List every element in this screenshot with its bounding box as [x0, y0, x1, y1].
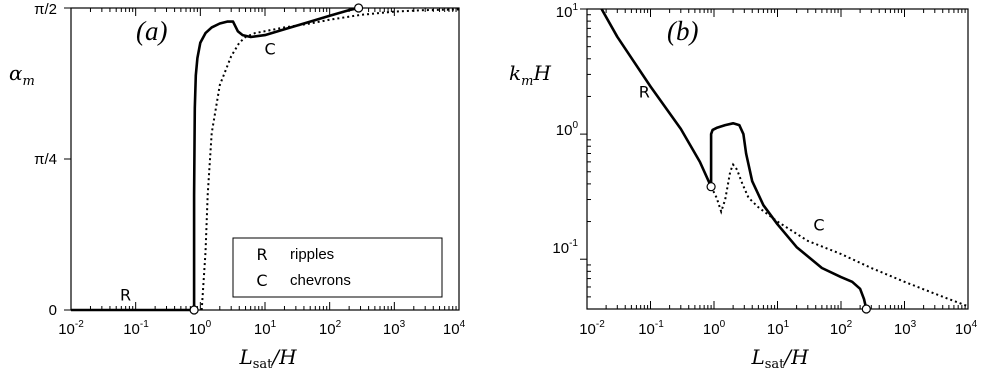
panel-a-xtick-label: 100	[189, 319, 212, 338]
panel-a-ripples-tag: R	[120, 286, 131, 305]
panel-b-ytick-marks	[580, 8, 591, 310]
panel-b-chevrons-curve	[710, 162, 969, 308]
panel-a-ytick-labels: 0 π/4 π/2	[34, 1, 57, 319]
panel-a-xtick-marks	[70, 8, 460, 310]
panel-a-ytick-marks	[64, 7, 71, 311]
legend-ripples-label: ripples	[290, 246, 334, 263]
panel-a-xtick-label: 103	[383, 319, 406, 338]
panel-a-chevrons-tag: C	[265, 40, 276, 59]
panel-b-ripples-curve	[600, 8, 868, 310]
panel-a-xtick-label: 101	[254, 319, 277, 338]
panel-a-ripples-curve	[71, 6, 359, 312]
panel-b-ytick-label: 10-1	[552, 238, 578, 257]
panel-b-frame	[586, 8, 969, 310]
panel-b-xtick-label: 10-1	[638, 319, 664, 338]
panel-b-xtick-label: 104	[955, 319, 978, 338]
panel-b-endpoint-marker	[861, 304, 871, 314]
panel-b-xtick-label: 10-2	[579, 319, 605, 338]
panel-b-xtick-label: 103	[894, 319, 917, 338]
panel-b-ytick-label: 101	[556, 2, 579, 21]
panel-a-xtick-label: 104	[443, 319, 466, 338]
panel-b-transition-marker	[706, 182, 716, 192]
legend-chevrons-label: chevrons	[290, 272, 351, 289]
panel-a-x-axis-label: Lsat/H	[238, 345, 297, 372]
panel-b-y-axis-label: kmH	[509, 61, 551, 89]
panel-a-ytick-label: 0	[49, 302, 57, 319]
panel-b-xtick-marks	[586, 9, 969, 309]
panel-a: 0 π/4 π/2 10-2 10-1 100 101 102 103 104 …	[9, 1, 466, 372]
panel-b-chevrons-tag: C	[813, 215, 824, 234]
panel-b-ytick-label: 100	[556, 120, 579, 139]
panel-b-xtick-label: 100	[703, 319, 726, 338]
legend-ripples-symbol: R	[256, 245, 267, 264]
panel-a-transition-marker	[189, 305, 199, 315]
panel-a-y-axis-label: αm	[9, 61, 35, 89]
panel-a-xtick-label: 10-2	[58, 319, 84, 338]
panel-b: 10-1 100 101 10-2 10-1 100 101 102 103 1…	[509, 2, 978, 372]
panel-b-ripples-tag: R	[639, 82, 650, 101]
panel-a-legend: R ripples C chevrons	[232, 237, 443, 298]
panel-a-label: (a)	[136, 16, 167, 46]
panel-b-ytick-labels: 10-1 100 101	[552, 2, 578, 257]
panel-a-ytick-label: π/4	[34, 151, 57, 168]
panel-b-xtick-label: 102	[830, 319, 853, 338]
panel-a-ytick-label: π/2	[34, 1, 57, 18]
legend-chevrons-symbol: C	[256, 271, 267, 290]
panel-b-xtick-labels: 10-2 10-1 100 101 102 103 104	[579, 319, 977, 338]
panel-a-xtick-label: 102	[319, 319, 342, 338]
panel-a-endpoint-marker	[354, 3, 364, 13]
panel-a-xtick-labels: 10-2 10-1 100 101 102 103 104	[58, 319, 465, 338]
panel-b-xtick-label: 101	[767, 319, 790, 338]
panel-b-label: (b)	[667, 16, 698, 46]
panel-a-xtick-label: 10-1	[123, 319, 149, 338]
panel-a-chevrons-curve	[200, 8, 460, 311]
panel-b-x-axis-label: Lsat/H	[750, 345, 809, 372]
legend-box	[232, 237, 443, 298]
